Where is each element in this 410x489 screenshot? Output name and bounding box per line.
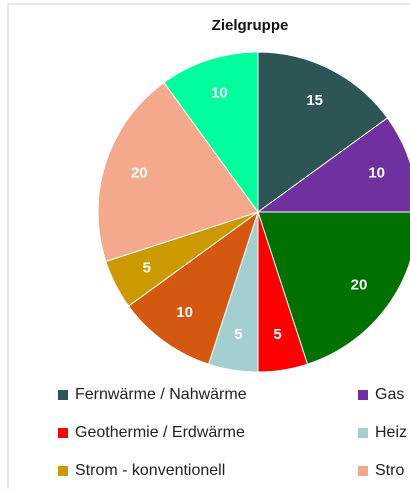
data-label: 15 — [306, 92, 323, 109]
data-label: 20 — [351, 276, 368, 293]
legend-label: Geothermie / Erdwärme — [75, 424, 245, 441]
legend-label: Stro — [375, 462, 404, 479]
legend-swatch — [358, 390, 368, 400]
legend-label: Gas — [375, 386, 404, 403]
data-label: 10 — [368, 164, 385, 181]
legend-swatch — [358, 428, 368, 438]
data-label: 5 — [273, 326, 281, 343]
legend-label: Heiz — [375, 424, 407, 441]
pie-slice — [257, 51, 389, 213]
pie-slice — [97, 81, 259, 263]
chart-title: Zielgruppe — [212, 17, 289, 34]
legend-swatch — [58, 390, 68, 400]
pie-slice — [256, 117, 410, 213]
data-label: 5 — [143, 260, 151, 277]
legend-swatch — [358, 466, 368, 476]
data-label: 20 — [131, 164, 148, 181]
data-label: 10 — [211, 84, 228, 101]
legend-label: Strom - konventionell — [75, 462, 225, 479]
pie-slice — [127, 210, 259, 365]
legend-label: Fernwärme / Nahwärme — [75, 386, 247, 403]
legend-swatch — [58, 428, 68, 438]
legend-swatch — [58, 466, 68, 476]
data-label: 10 — [176, 304, 193, 321]
pie-slice — [163, 51, 259, 214]
data-label: 5 — [234, 326, 242, 343]
pie-slice — [257, 211, 410, 365]
